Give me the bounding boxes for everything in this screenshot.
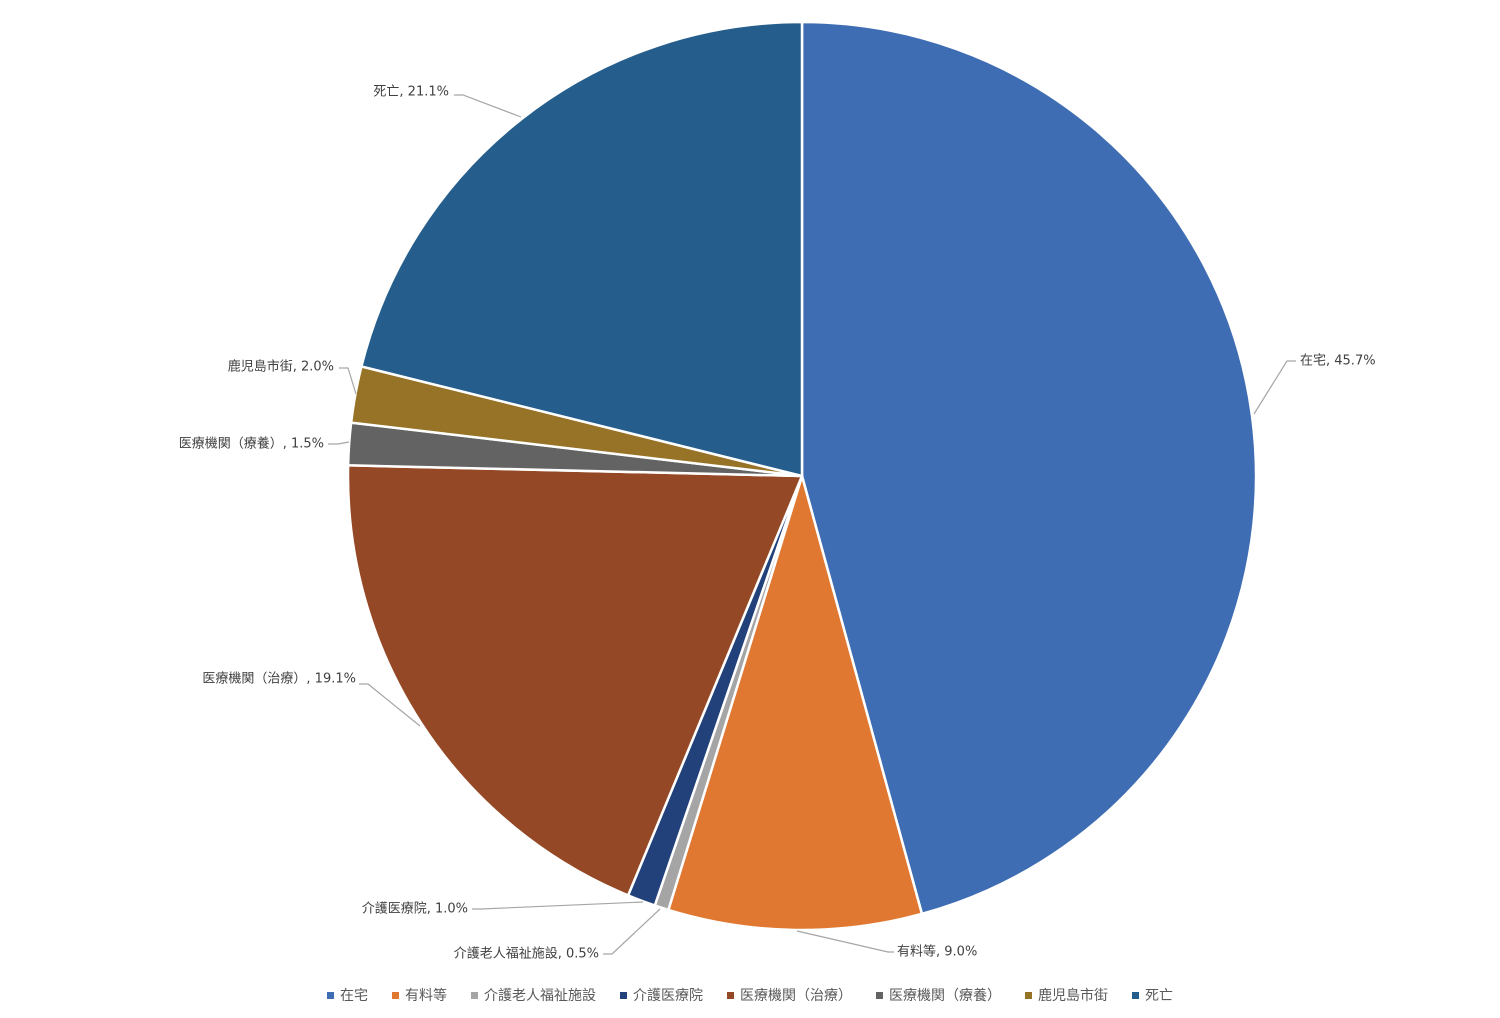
legend-item-8: 死亡 (1132, 985, 1173, 1005)
leader-line-4 (472, 901, 644, 910)
chart-legend: 在宅 有料等 介護老人福祉施設 介護医療院 医療機関（治療） 医療機関（療養） 鹿児島市街 死… (0, 983, 1500, 1007)
legend-label-7: 鹿児島市街 (1038, 988, 1108, 1004)
data-label-3: 介護老人福祉施設, 0.5% (454, 946, 599, 962)
legend-swatch-8 (1132, 991, 1139, 999)
legend-label-3: 介護老人福祉施設 (484, 988, 596, 1004)
legend-item-2: 有料等 (392, 985, 447, 1005)
legend-label-4: 介護医療院 (633, 988, 703, 1004)
data-label-8: 死亡, 21.1% (373, 85, 449, 100)
leader-line-6 (328, 441, 350, 445)
legend-item-3: 介護老人福祉施設 (471, 985, 596, 1005)
legend-label-5: 医療機関（治療） (740, 988, 852, 1004)
legend-label-2: 有料等 (405, 988, 447, 1004)
data-labels: 在宅, 45.7% 有料等, 9.0% 介護老人福祉施設, 0.5% 介護医療院, 1… (179, 85, 1376, 962)
pie-slice-5 (346, 464, 804, 897)
leader-line-3 (603, 908, 661, 955)
legend-swatch-1 (327, 991, 334, 999)
pie-slice-2 (667, 474, 924, 932)
data-label-2: 有料等, 9.0% (897, 944, 977, 960)
data-label-4: 介護医療院, 1.0% (362, 901, 468, 917)
leader-line-7 (339, 367, 357, 395)
legend-item-5: 医療機関（治療） (727, 985, 852, 1005)
pie-slice-1 (800, 20, 1258, 916)
legend-item-1: 在宅 (327, 985, 368, 1005)
data-label-1: 在宅, 45.7% (1300, 354, 1376, 369)
legend-label-8: 死亡 (1145, 988, 1173, 1004)
legend-label-1: 在宅 (340, 988, 368, 1004)
legend-item-4: 介護医療院 (620, 985, 703, 1005)
data-label-6: 医療機関（療養）, 1.5% (179, 436, 324, 452)
pie-slice-8 (360, 20, 804, 478)
legend-item-7: 鹿児島市街 (1025, 985, 1108, 1005)
legend-swatch-4 (620, 991, 627, 999)
legend-swatch-2 (392, 991, 399, 999)
leader-line-1 (1253, 360, 1296, 415)
legend-swatch-7 (1025, 991, 1032, 999)
legend-item-6: 医療機関（療養） (876, 985, 1001, 1005)
legend-swatch-3 (471, 991, 478, 999)
leader-line-8 (454, 94, 522, 118)
pie-slices (346, 20, 1258, 932)
legend-swatch-6 (876, 991, 883, 999)
data-label-5: 医療機関（治療）, 19.1% (202, 672, 356, 687)
legend-swatch-5 (727, 991, 734, 999)
leader-line-2 (796, 930, 894, 953)
leader-line-5 (359, 683, 421, 727)
leader-lines (328, 94, 1296, 955)
data-label-7: 鹿児島市街, 2.0% (228, 359, 334, 375)
legend-label-6: 医療機関（療養） (889, 988, 1001, 1004)
